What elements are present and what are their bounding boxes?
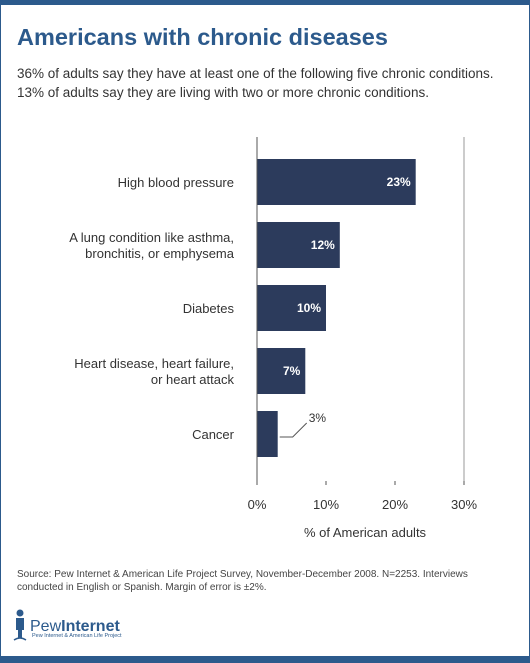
bar (257, 348, 306, 394)
x-tick-label: 30% (451, 497, 477, 512)
category-label: A lung condition like asthma, (69, 230, 234, 245)
logo-internet-text: Internet (61, 618, 120, 635)
x-axis-label: % of American adults (304, 525, 427, 540)
category-label: bronchitis, or emphysema (85, 246, 235, 261)
data-label: 10% (297, 301, 321, 315)
data-label: 12% (311, 238, 335, 252)
category-label: High blood pressure (118, 175, 234, 190)
pew-logo-icon (13, 609, 27, 641)
top-border-bar (0, 0, 530, 5)
data-label: 7% (283, 364, 301, 378)
bar (257, 222, 340, 268)
category-label: or heart attack (151, 372, 235, 387)
bar (257, 159, 416, 205)
source-note: Source: Pew Internet & American Life Pro… (17, 569, 468, 593)
bar (257, 285, 326, 331)
x-tick-label: 10% (313, 497, 339, 512)
category-label: Heart disease, heart failure, (74, 356, 234, 371)
logo-tagline: Pew Internet & American Life Project (32, 633, 122, 639)
logo-wordmark: PewInternet (30, 618, 120, 636)
bar-chart: High blood pressure 23% A lung condition l… (69, 137, 477, 540)
logo-pew-text: Pew (30, 618, 62, 635)
category-label: Cancer (192, 427, 235, 442)
bar (257, 411, 278, 457)
chart-title: Americans with chronic diseases (17, 24, 388, 50)
category-label: Diabetes (183, 301, 235, 316)
chart-subtitle-line-1: 36% of adults say they have at least one… (17, 66, 494, 81)
x-tick-label: 20% (382, 497, 408, 512)
data-label: 3% (309, 411, 327, 425)
data-label: 23% (387, 175, 411, 189)
bottom-border-bar (0, 656, 530, 663)
data-label-leader (279, 422, 308, 438)
chart-subtitle-line-2: 13% of adults say they are living with t… (17, 85, 429, 100)
x-tick-label: 0% (248, 497, 267, 512)
